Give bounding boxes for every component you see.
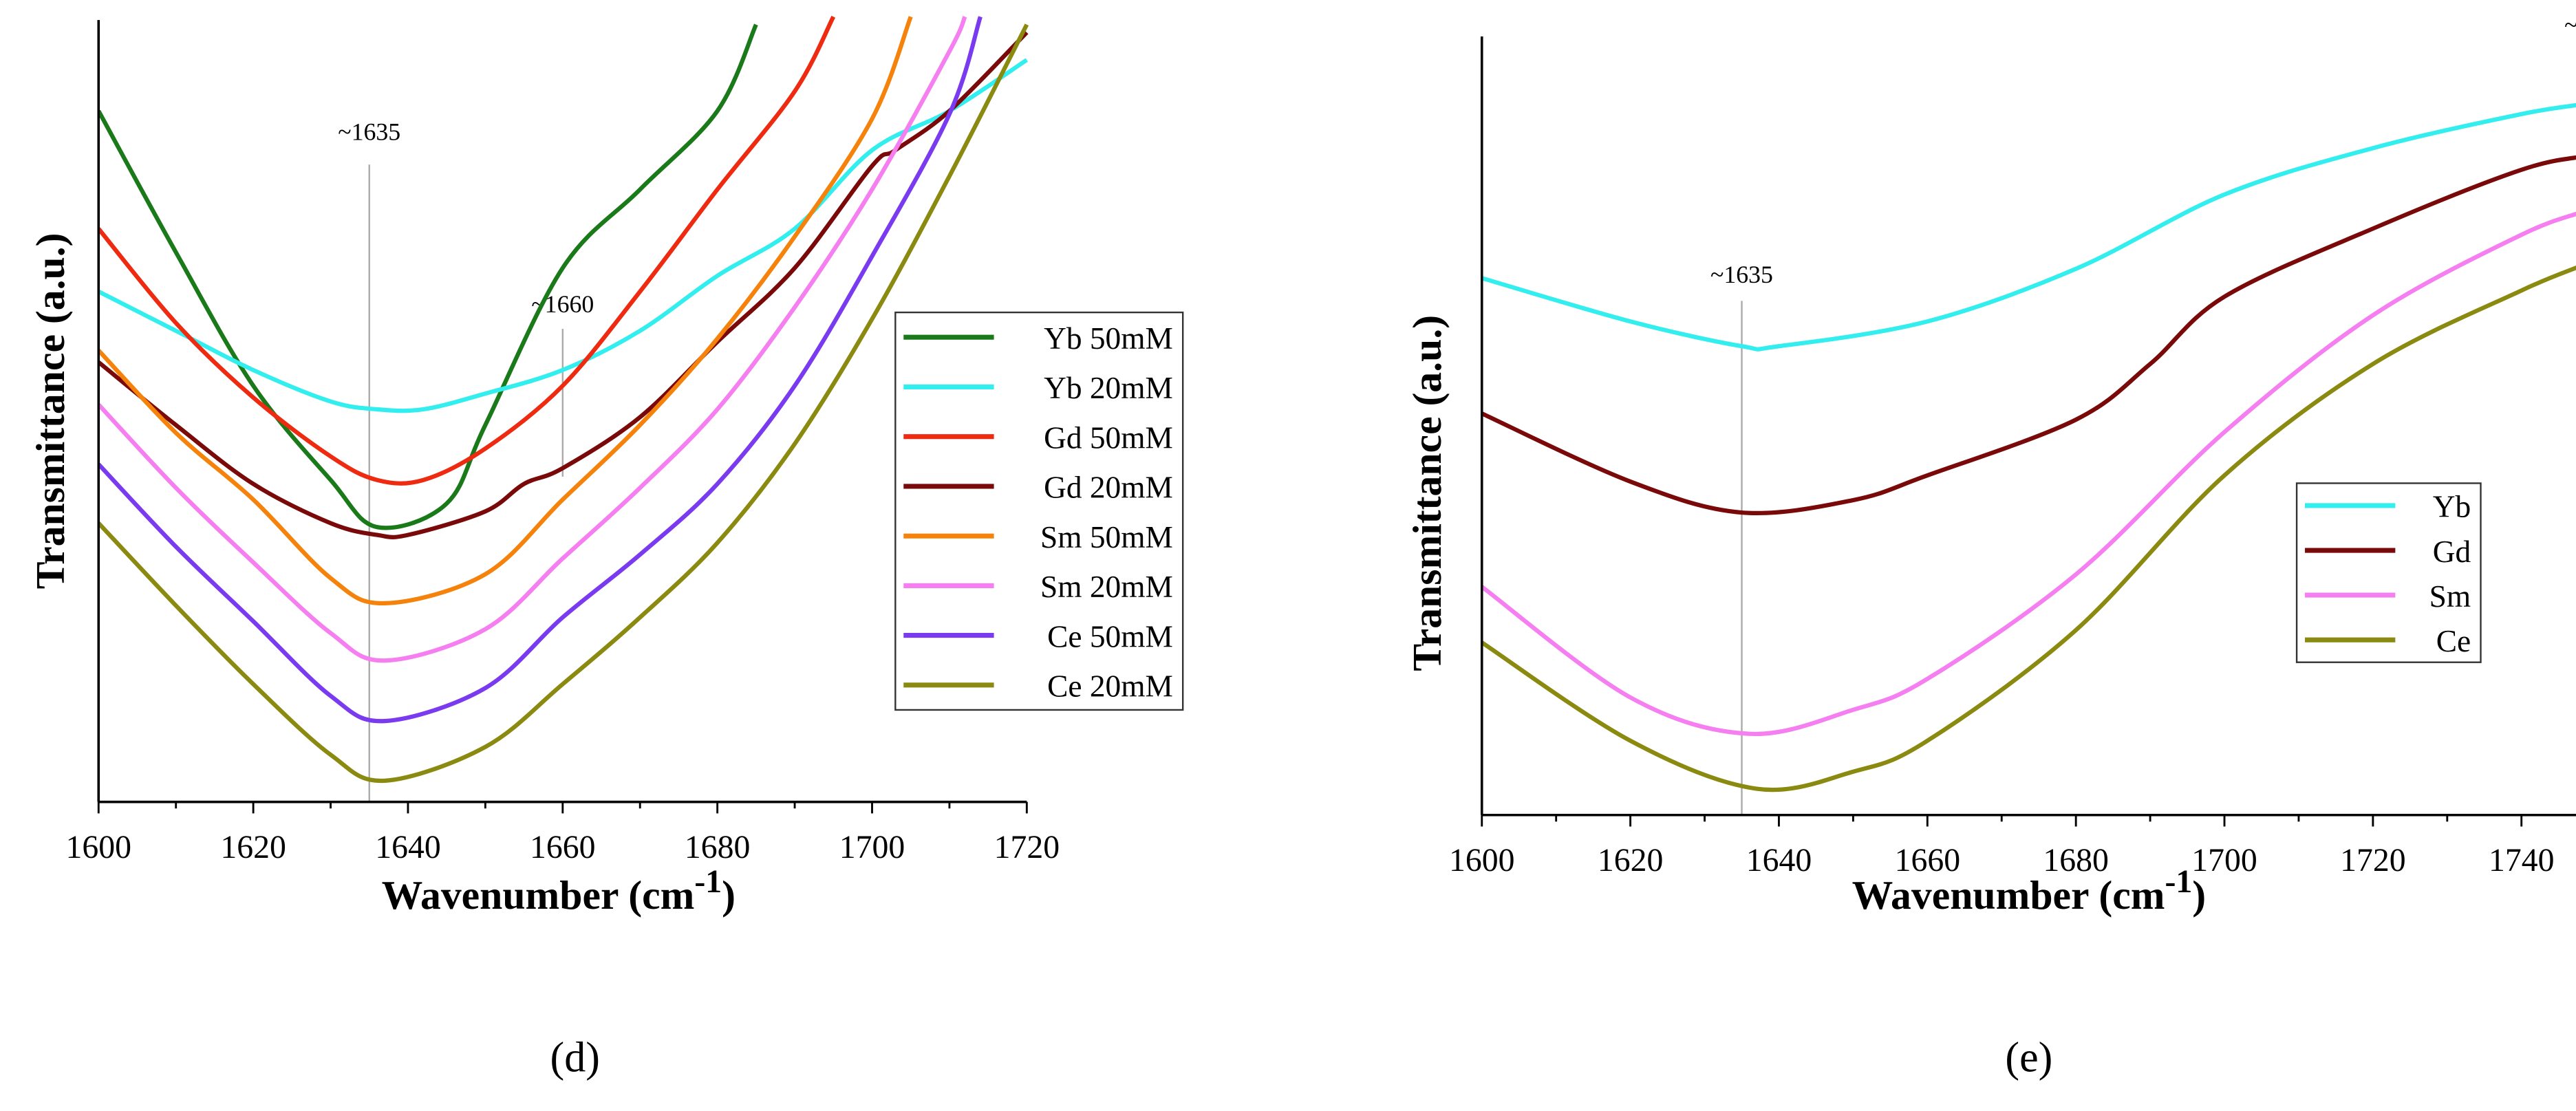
x-tick-label: 1720 — [2340, 842, 2406, 878]
series-line-gd-50mm — [98, 15, 836, 486]
series-line-sm — [1481, 211, 2576, 737]
x-tick-label: 1660 — [530, 829, 596, 865]
legend-label: Yb — [2433, 490, 2471, 524]
x-tick-label: 1640 — [1746, 842, 1812, 878]
series-line-sm-50mm — [98, 16, 913, 606]
series-line-ce — [1481, 266, 2576, 792]
x-axis-label-superscript: -1 — [694, 863, 722, 900]
legend-label: Sm 50mM — [1040, 520, 1173, 554]
legend-label: Yb 50mM — [1044, 321, 1173, 356]
y-axis-label: Transmittance (a.u.) — [1404, 315, 1450, 671]
x-tick-label: 1620 — [220, 829, 286, 865]
y-axis-label: Transmittance (a.u.) — [28, 233, 73, 589]
panel-label: (e) — [2005, 1034, 2052, 1081]
x-tick-label: 1600 — [1449, 842, 1515, 878]
x-tick-label: 1700 — [2191, 842, 2257, 878]
x-tick-label: 1680 — [2043, 842, 2109, 878]
x-axis-label: Wavenumber (cm-1) — [382, 863, 736, 918]
series-line-yb-50mm — [98, 23, 758, 530]
legend-label: Gd 20mM — [1044, 471, 1173, 505]
series-line-gd-20mm — [98, 30, 1029, 539]
legend-label: Ce — [2436, 624, 2471, 658]
series-line-gd — [1481, 155, 2576, 516]
x-tick-label: 1700 — [839, 829, 905, 865]
series-line-ce-50mm — [98, 16, 983, 724]
x-axis-label-close: ) — [2192, 872, 2206, 918]
legend-label: Sm — [2429, 579, 2471, 614]
panel-label: (d) — [550, 1034, 600, 1081]
legend-label: Yb 20mM — [1044, 371, 1173, 405]
legend-label: Gd 50mM — [1044, 420, 1173, 455]
x-axis-label-superscript: -1 — [2165, 863, 2192, 900]
x-axis-label-text: Wavenumber (cm — [382, 872, 695, 918]
series-group — [98, 15, 1029, 783]
x-tick-label: 1640 — [375, 829, 440, 865]
x-axis-label-close: ) — [722, 872, 736, 918]
x-tick-label: 1720 — [994, 829, 1060, 865]
chart-e: ~1635 ~1750 1600 1620 1640 1660 1680 1700 1720 17… — [1404, 11, 2576, 1081]
series-line-ce-20mm — [98, 23, 1029, 783]
series-line-sm-20mm — [98, 16, 967, 663]
x-tick-label: 1660 — [1895, 842, 1961, 878]
x-axis-label: Wavenumber (cm-1) — [1852, 863, 2206, 918]
annotation-label: ~1750 — [2564, 11, 2576, 39]
series-line-yb — [1481, 103, 2576, 352]
legend-label: Sm 20mM — [1040, 570, 1173, 604]
x-tick-label: 1680 — [685, 829, 750, 865]
x-tick-label: 1740 — [2489, 842, 2555, 878]
legend-box — [894, 311, 1184, 711]
legend-box — [2295, 482, 2482, 663]
legend: Yb 50mM Yb 20mM Gd 50mM Gd 20mM Sm 50mM Sm 20… — [894, 311, 1184, 711]
x-tick-label: 1620 — [1598, 842, 1664, 878]
annotation-label: ~1635 — [338, 118, 400, 145]
series-line-yb-20mm — [98, 58, 1029, 413]
legend: Yb Gd Sm Ce — [2295, 482, 2482, 663]
x-axis-label-text: Wavenumber (cm — [1852, 872, 2165, 918]
series-group — [1481, 103, 2576, 792]
legend-label: Gd — [2433, 535, 2471, 569]
annotation-label: ~1635 — [1710, 261, 1773, 288]
x-tick-label: 1600 — [66, 829, 132, 865]
legend-label: Ce 50mM — [1047, 619, 1173, 654]
legend-label: Ce 20mM — [1047, 669, 1173, 704]
